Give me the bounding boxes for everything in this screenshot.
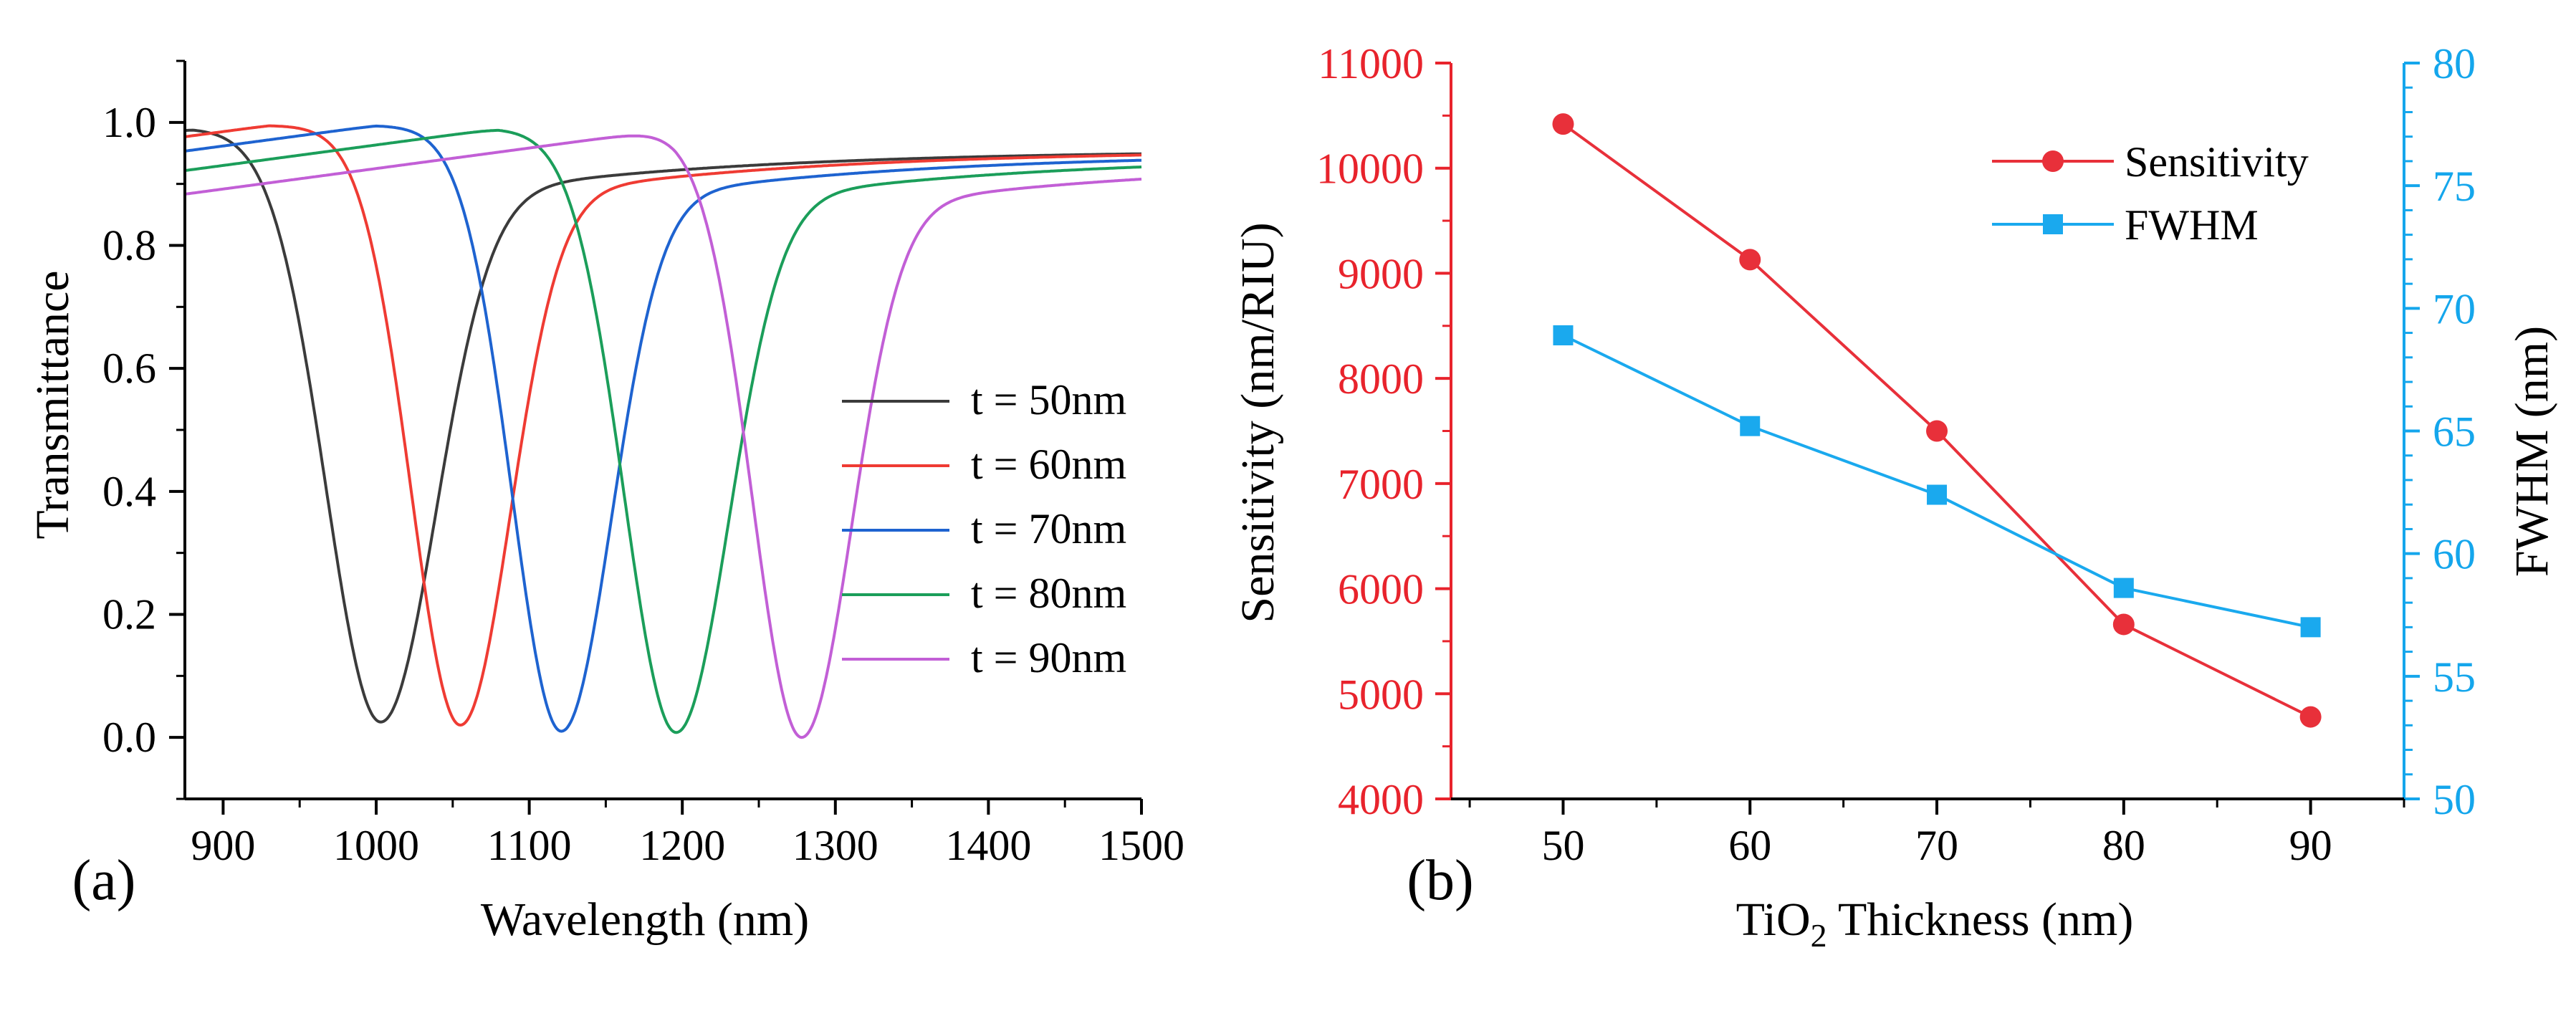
x-title-subscript: 2 [1811,917,1827,954]
fwhm-point [2113,578,2134,598]
fwhm-point [2300,617,2321,638]
legend-label-1: t = 50nm [971,376,1126,423]
panel-label-b: (b) [1407,849,1473,912]
sensitivity-point [1552,113,1574,135]
transmittance-curve-3 [184,124,1141,733]
thickness-x-tick-label: 70 [1915,822,1958,869]
sensitivity-y-tick-label: 8000 [1338,355,1424,403]
sensitivity-y-tick-label: 7000 [1338,461,1424,508]
legend-label-sensitivity: Sensitivity [2125,138,2309,186]
transmittance-x-tick-label: 1500 [1098,822,1184,869]
sensitivity-y-tick-label: 5000 [1338,671,1424,718]
transmittance-y-tick-label: 0.6 [102,345,156,392]
legend-label-3: t = 70nm [971,505,1126,552]
fwhm-y-axis-title: FWHM (nm) [2506,326,2558,577]
transmittance-legend: t = 50nm t = 60nm t = 70nm t = 80nm t = 90nm [842,376,1126,681]
fwhm-y-tick-label: 65 [2433,408,2476,456]
transmittance-curve-4 [184,128,1142,734]
sensitivity-y-tick-label: 6000 [1338,566,1424,613]
panel-label-a: (a) [72,849,136,912]
fwhm-y-tick-label: 50 [2433,776,2476,823]
transmittance-axes: 900 1000 1100 1200 1300 1400 1500 0.0 0.2 0.4 0.6 0… [102,59,1184,869]
legend-label-fwhm: FWHM [2125,201,2259,249]
fwhm-line [1562,334,2312,629]
transmittance-y-tick-label: 0.8 [102,222,156,269]
thickness-x-tick-label: 90 [2289,822,2332,869]
fwhm-y-tick-label: 60 [2433,531,2476,578]
sensitivity-fwhm-axes: 4000 5000 6000 7000 8000 9000 10000 11000 50 55 60… [1316,40,2476,869]
legend-label-5: t = 90nm [971,634,1126,681]
sensitivity-y-tick-label: 4000 [1338,776,1424,823]
sensitivity-y-axis-title: Sensitivity (nm/RIU) [1232,222,1284,623]
fwhm-y-tick-label: 75 [2433,163,2476,210]
legend-marker-sensitivity [2042,150,2064,172]
sensitivity-point [1739,249,1761,271]
fwhm-y-tick-label: 55 [2433,653,2476,701]
transmittance-y-axis-title: Transmittance [27,270,79,539]
legend-marker-fwhm [2043,214,2063,234]
sensitivity-y-tick-label: 10000 [1316,145,1424,193]
transmittance-chart: 900 1000 1100 1200 1300 1400 1500 0.0 0.2 0.4 0.6 0… [27,59,1184,946]
transmittance-x-tick-label: 1000 [333,822,419,869]
transmittance-curve-2 [184,124,1141,727]
sensitivity-point [2112,613,2135,636]
fwhm-y-tick-label: 80 [2433,40,2476,87]
transmittance-x-tick-label: 1300 [793,822,878,869]
transmittance-curves [184,124,1142,739]
transmittance-curve-5 [184,134,1142,739]
transmittance-x-tick-label: 1100 [487,822,572,869]
x-title-rest: Thickness (nm) [1827,893,2134,946]
sensitivity-point [2299,706,2322,728]
sensitivity-fwhm-legend: Sensitivity FWHM [1992,138,2309,249]
transmittance-curve-1 [184,128,1142,724]
transmittance-y-tick-label: 0.2 [102,591,156,638]
fwhm-point [1553,325,1574,345]
sensitivity-y-tick-label: 11000 [1318,40,1424,87]
thickness-x-tick-label: 80 [2102,822,2145,869]
x-title-tio: TiO [1736,893,1811,946]
thickness-x-tick-label: 50 [1541,822,1584,869]
transmittance-y-tick-label: 0.0 [102,714,156,761]
sensitivity-point [1926,420,1948,442]
sensitivity-fwhm-series [1552,113,2322,728]
thickness-x-tick-label: 60 [1728,822,1771,869]
fwhm-point [1740,416,1761,436]
transmittance-x-tick-label: 900 [191,822,255,869]
legend-label-2: t = 60nm [971,441,1126,488]
fwhm-point [1927,484,1948,505]
transmittance-y-tick-label: 1.0 [102,99,156,146]
sensitivity-fwhm-chart: 4000 5000 6000 7000 8000 9000 10000 11000 50 55 60… [1232,40,2558,954]
transmittance-x-tick-label: 1400 [945,822,1031,869]
transmittance-x-tick-label: 1200 [639,822,725,869]
legend-label-4: t = 80nm [971,570,1126,617]
thickness-x-axis-title: TiO2 Thickness (nm) [1736,893,2134,954]
transmittance-x-axis-title: Wavelength (nm) [481,893,809,946]
sensitivity-y-tick-label: 9000 [1338,250,1424,297]
fwhm-y-tick-label: 70 [2433,285,2476,332]
transmittance-y-tick-label: 0.4 [102,468,156,515]
